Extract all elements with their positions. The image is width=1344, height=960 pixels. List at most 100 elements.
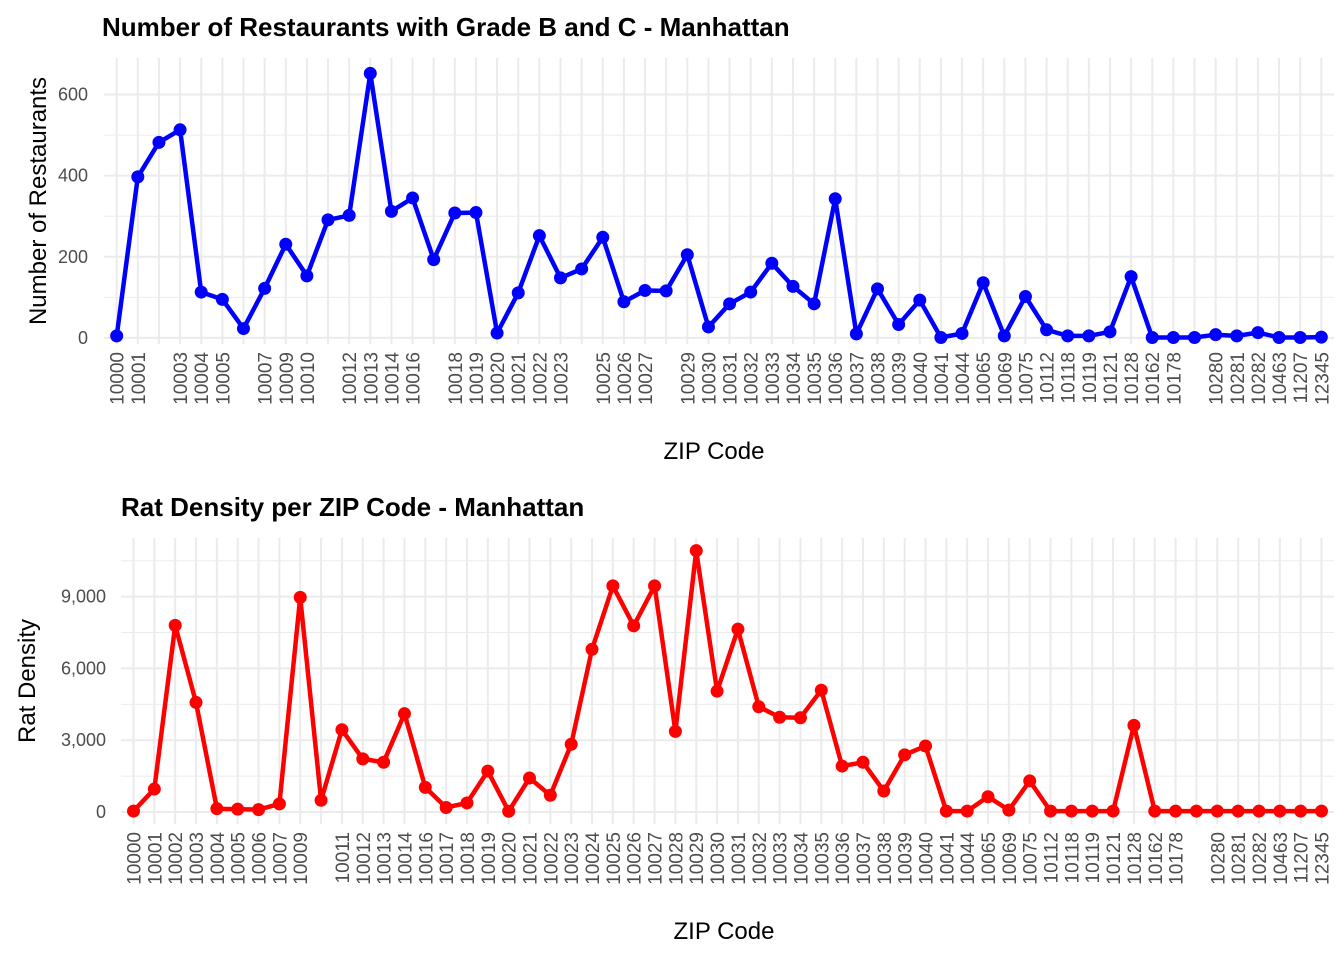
x-tick-label: 10026 — [615, 352, 636, 405]
data-point — [439, 800, 453, 814]
data-point — [377, 755, 391, 769]
data-point — [502, 804, 516, 818]
data-point — [1273, 804, 1287, 818]
x-tick-label: 10128 — [1122, 352, 1143, 405]
x-tick-label: 10039 — [896, 832, 917, 885]
x-tick-label: 10014 — [395, 832, 416, 885]
data-point — [1272, 331, 1286, 345]
data-point — [1044, 804, 1058, 818]
data-point — [773, 710, 787, 724]
data-point — [210, 802, 224, 816]
data-point — [1061, 329, 1075, 343]
data-point — [215, 292, 229, 306]
data-point — [1314, 804, 1328, 818]
x-tick-label: 10024 — [583, 832, 604, 885]
data-point — [511, 286, 525, 300]
data-point — [168, 618, 182, 632]
x-tick-label: 10119 — [1083, 832, 1104, 883]
data-point — [1103, 325, 1117, 339]
x-tick-label: 10028 — [666, 832, 687, 885]
x-tick-label: 10038 — [869, 352, 890, 405]
x-tick-label: 10282 — [1250, 832, 1271, 885]
data-point — [689, 544, 703, 558]
x-tick-label: 10069 — [995, 352, 1016, 405]
data-point — [194, 285, 208, 299]
data-point — [939, 804, 953, 818]
data-point — [680, 248, 694, 262]
data-point — [1166, 331, 1180, 345]
data-point — [1293, 331, 1307, 345]
data-point — [1210, 804, 1224, 818]
x-tick-label: 10069 — [1000, 832, 1021, 885]
data-point — [406, 191, 420, 205]
rat-density-chart-title: Rat Density per ZIP Code - Manhattan — [121, 492, 584, 522]
x-tick-label: 10010 — [298, 352, 319, 405]
x-tick-label: 10162 — [1146, 832, 1167, 885]
rat-density-x-axis-title: ZIP Code — [674, 918, 775, 945]
x-tick-label: 10023 — [562, 832, 583, 885]
x-tick-label: 10005 — [213, 352, 234, 405]
data-point — [236, 322, 250, 336]
x-tick-label: 10033 — [763, 352, 784, 405]
data-point — [418, 780, 432, 794]
x-tick-label: 10004 — [208, 832, 229, 885]
x-tick-label: 10027 — [636, 352, 657, 405]
y-tick-label: 0 — [78, 328, 88, 348]
data-point — [293, 590, 307, 604]
data-point — [1230, 329, 1244, 343]
x-tick-label: 10022 — [530, 352, 551, 405]
x-tick-label: 10007 — [270, 832, 291, 885]
x-tick-label: 10463 — [1271, 832, 1292, 885]
data-point — [1023, 774, 1037, 788]
x-tick-label: 10280 — [1207, 352, 1228, 405]
y-tick-label: 9,000 — [61, 587, 106, 607]
x-tick-label: 10016 — [404, 352, 425, 405]
data-point — [356, 752, 370, 766]
x-tick-label: 10038 — [875, 832, 896, 885]
data-point — [786, 279, 800, 293]
x-tick-label: 10032 — [742, 352, 763, 405]
data-point — [321, 213, 335, 227]
x-tick-label: 10037 — [847, 352, 868, 405]
data-point — [1209, 328, 1223, 342]
rat-density-series — [127, 544, 1328, 818]
data-point — [173, 123, 187, 137]
data-point — [1040, 323, 1054, 337]
data-point — [553, 271, 567, 285]
data-point — [314, 793, 328, 807]
x-tick-label: 10014 — [382, 352, 403, 405]
x-tick-label: 10075 — [1021, 832, 1042, 885]
restaurants-x-axis-title: ZIP Code — [664, 438, 765, 465]
x-tick-label: 10039 — [890, 352, 911, 405]
data-point — [1002, 803, 1016, 817]
y-tick-label: 3,000 — [61, 730, 106, 750]
x-tick-label: 10034 — [791, 832, 812, 885]
data-point — [342, 208, 356, 222]
x-tick-label: 10044 — [953, 352, 974, 405]
x-tick-label: 10112 — [1038, 352, 1059, 403]
data-point — [523, 771, 537, 785]
data-point — [807, 297, 821, 311]
x-tick-label: 10012 — [354, 832, 375, 885]
x-tick-label: 10119 — [1080, 352, 1101, 403]
data-point — [856, 755, 870, 769]
data-point — [960, 804, 974, 818]
x-tick-label: 10065 — [974, 352, 995, 405]
data-point — [1085, 804, 1099, 818]
x-tick-label: 10001 — [145, 832, 166, 885]
restaurants-series — [110, 66, 1328, 345]
x-tick-label: 10021 — [521, 832, 542, 885]
x-tick-label: 12345 — [1312, 352, 1333, 405]
restaurants-y-tick-labels: 0 200 400 600 — [58, 85, 88, 348]
x-tick-label: 10022 — [541, 832, 562, 885]
series-line — [114, 71, 1324, 340]
x-tick-label: 10016 — [416, 832, 437, 885]
x-tick-label: 10025 — [594, 352, 615, 405]
x-tick-label: 10017 — [437, 832, 458, 885]
restaurants-y-axis-title: Number of Restaurants — [25, 77, 52, 325]
data-point — [828, 192, 842, 206]
x-tick-label: 10013 — [361, 352, 382, 405]
data-point — [892, 318, 906, 332]
data-point — [849, 327, 863, 341]
rat-density-grid — [121, 538, 1334, 824]
